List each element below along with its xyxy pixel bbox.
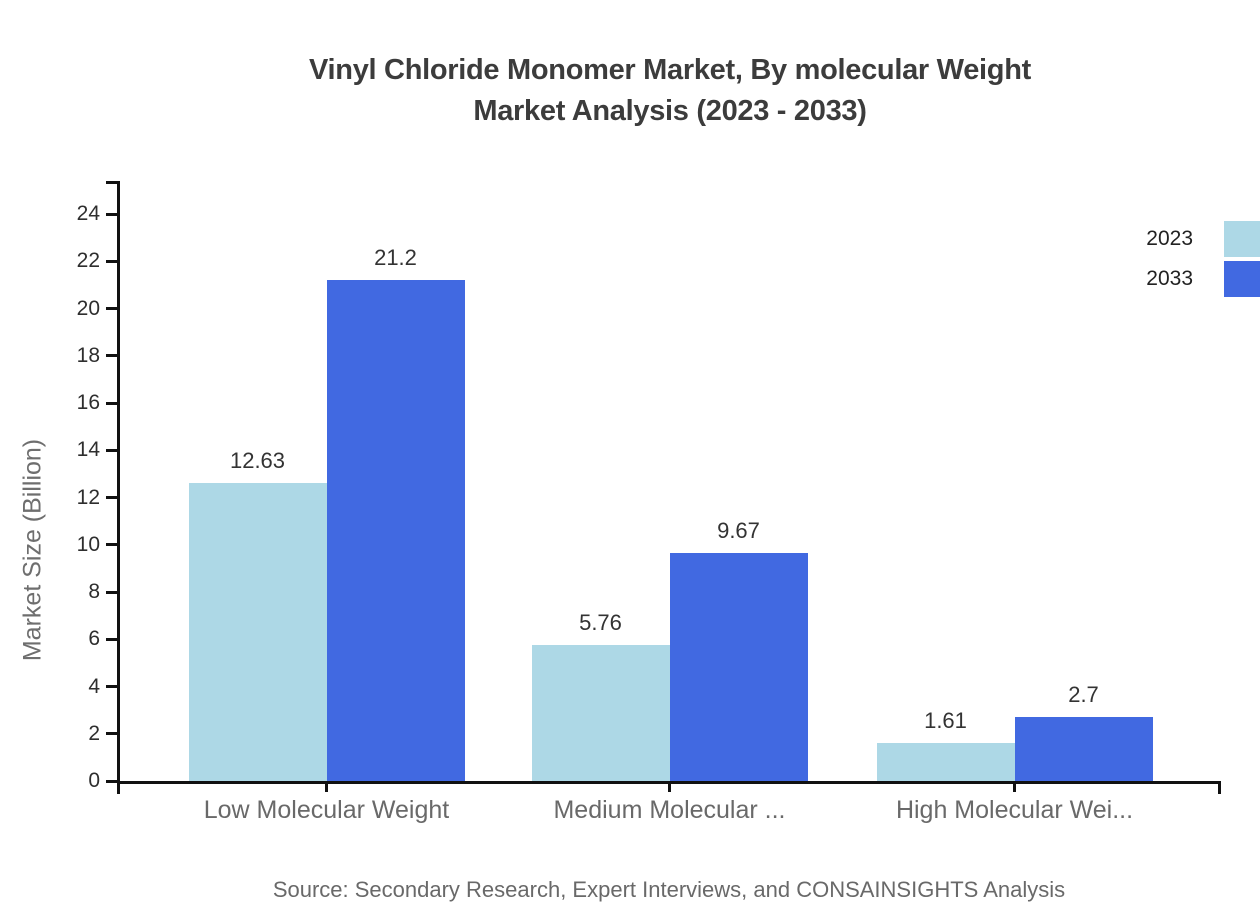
bar-2023 <box>188 483 327 781</box>
x-tick-0 <box>325 781 328 792</box>
bar-2033 <box>1014 717 1153 781</box>
y-tick-label-14: 14 <box>76 438 100 462</box>
y-tick-0 <box>106 779 117 783</box>
y-tick-label-24: 24 <box>76 202 100 226</box>
chart-title-line-2: Market Analysis (2023 - 2033) <box>473 95 867 127</box>
x-category-label: Medium Molecular ... <box>553 796 786 824</box>
y-tick-label-22: 22 <box>76 249 100 273</box>
y-tick-12 <box>106 496 117 500</box>
x-category-label: Low Molecular Weight <box>203 796 450 824</box>
y-tick-label-20: 20 <box>76 296 100 320</box>
y-tick-label-12: 12 <box>76 485 100 509</box>
y-tick-2 <box>106 732 117 736</box>
bar-2033 <box>669 553 808 781</box>
y-tick-label-4: 4 <box>88 674 100 698</box>
y-tick-10 <box>106 543 117 547</box>
y-tick-4 <box>106 685 117 688</box>
y-tick-16 <box>106 401 117 405</box>
y-tick-label-16: 16 <box>76 391 100 415</box>
legend-swatch-2023 <box>1224 221 1260 257</box>
x-axis-right-cap <box>1218 781 1221 794</box>
y-tick-14 <box>106 448 117 452</box>
y-tick-8 <box>106 590 117 594</box>
y-axis-title: Market Size (Billion) <box>18 438 47 662</box>
chart-title: Vinyl Chloride Monomer Market, By molecu… <box>80 50 1260 132</box>
x-tick-1 <box>668 781 671 792</box>
bar-value-label-2033: 9.67 <box>717 518 760 543</box>
y-axis-top-cap <box>106 181 120 184</box>
bar-2023 <box>531 645 670 781</box>
bar-value-label-2023: 12.63 <box>229 448 286 473</box>
bar-value-label-2023: 1.61 <box>924 708 967 733</box>
x-tick-2 <box>1013 781 1016 792</box>
x-category-label: High Molecular Wei... <box>895 796 1134 824</box>
source-note: Source: Secondary Research, Expert Inter… <box>272 877 1066 902</box>
bar-value-label-2033: 21.2 <box>374 245 417 270</box>
y-tick-label-2: 2 <box>88 721 100 745</box>
y-tick-24 <box>106 212 117 216</box>
bar-2023 <box>876 743 1015 781</box>
y-tick-label-8: 8 <box>88 580 100 604</box>
bar-2033 <box>326 280 465 781</box>
y-tick-22 <box>106 259 117 263</box>
y-tick-label-10: 10 <box>76 532 100 556</box>
plot-area: 0 2 4 6 8 10 12 14 16 18 20 22 24 Low Molecular Weigh… <box>77 181 1221 824</box>
bar-value-label-2023: 5.76 <box>579 610 622 635</box>
y-tick-20 <box>106 307 117 311</box>
y-tick-18 <box>106 354 117 358</box>
y-tick-6 <box>106 637 117 641</box>
y-tick-label-18: 18 <box>76 343 100 367</box>
x-axis-left-cap <box>117 781 120 794</box>
bar-value-label-2033: 2.7 <box>1068 682 1099 707</box>
legend-swatch-2033 <box>1224 261 1260 297</box>
legend-label-2023: 2023 <box>1146 227 1193 250</box>
legend-label-2033: 2033 <box>1146 267 1193 290</box>
y-tick-label-0: 0 <box>88 769 100 792</box>
y-axis-line <box>117 181 120 784</box>
y-tick-label-6: 6 <box>88 627 100 651</box>
chart-title-line-1: Vinyl Chloride Monomer Market, By molecu… <box>309 54 1031 86</box>
